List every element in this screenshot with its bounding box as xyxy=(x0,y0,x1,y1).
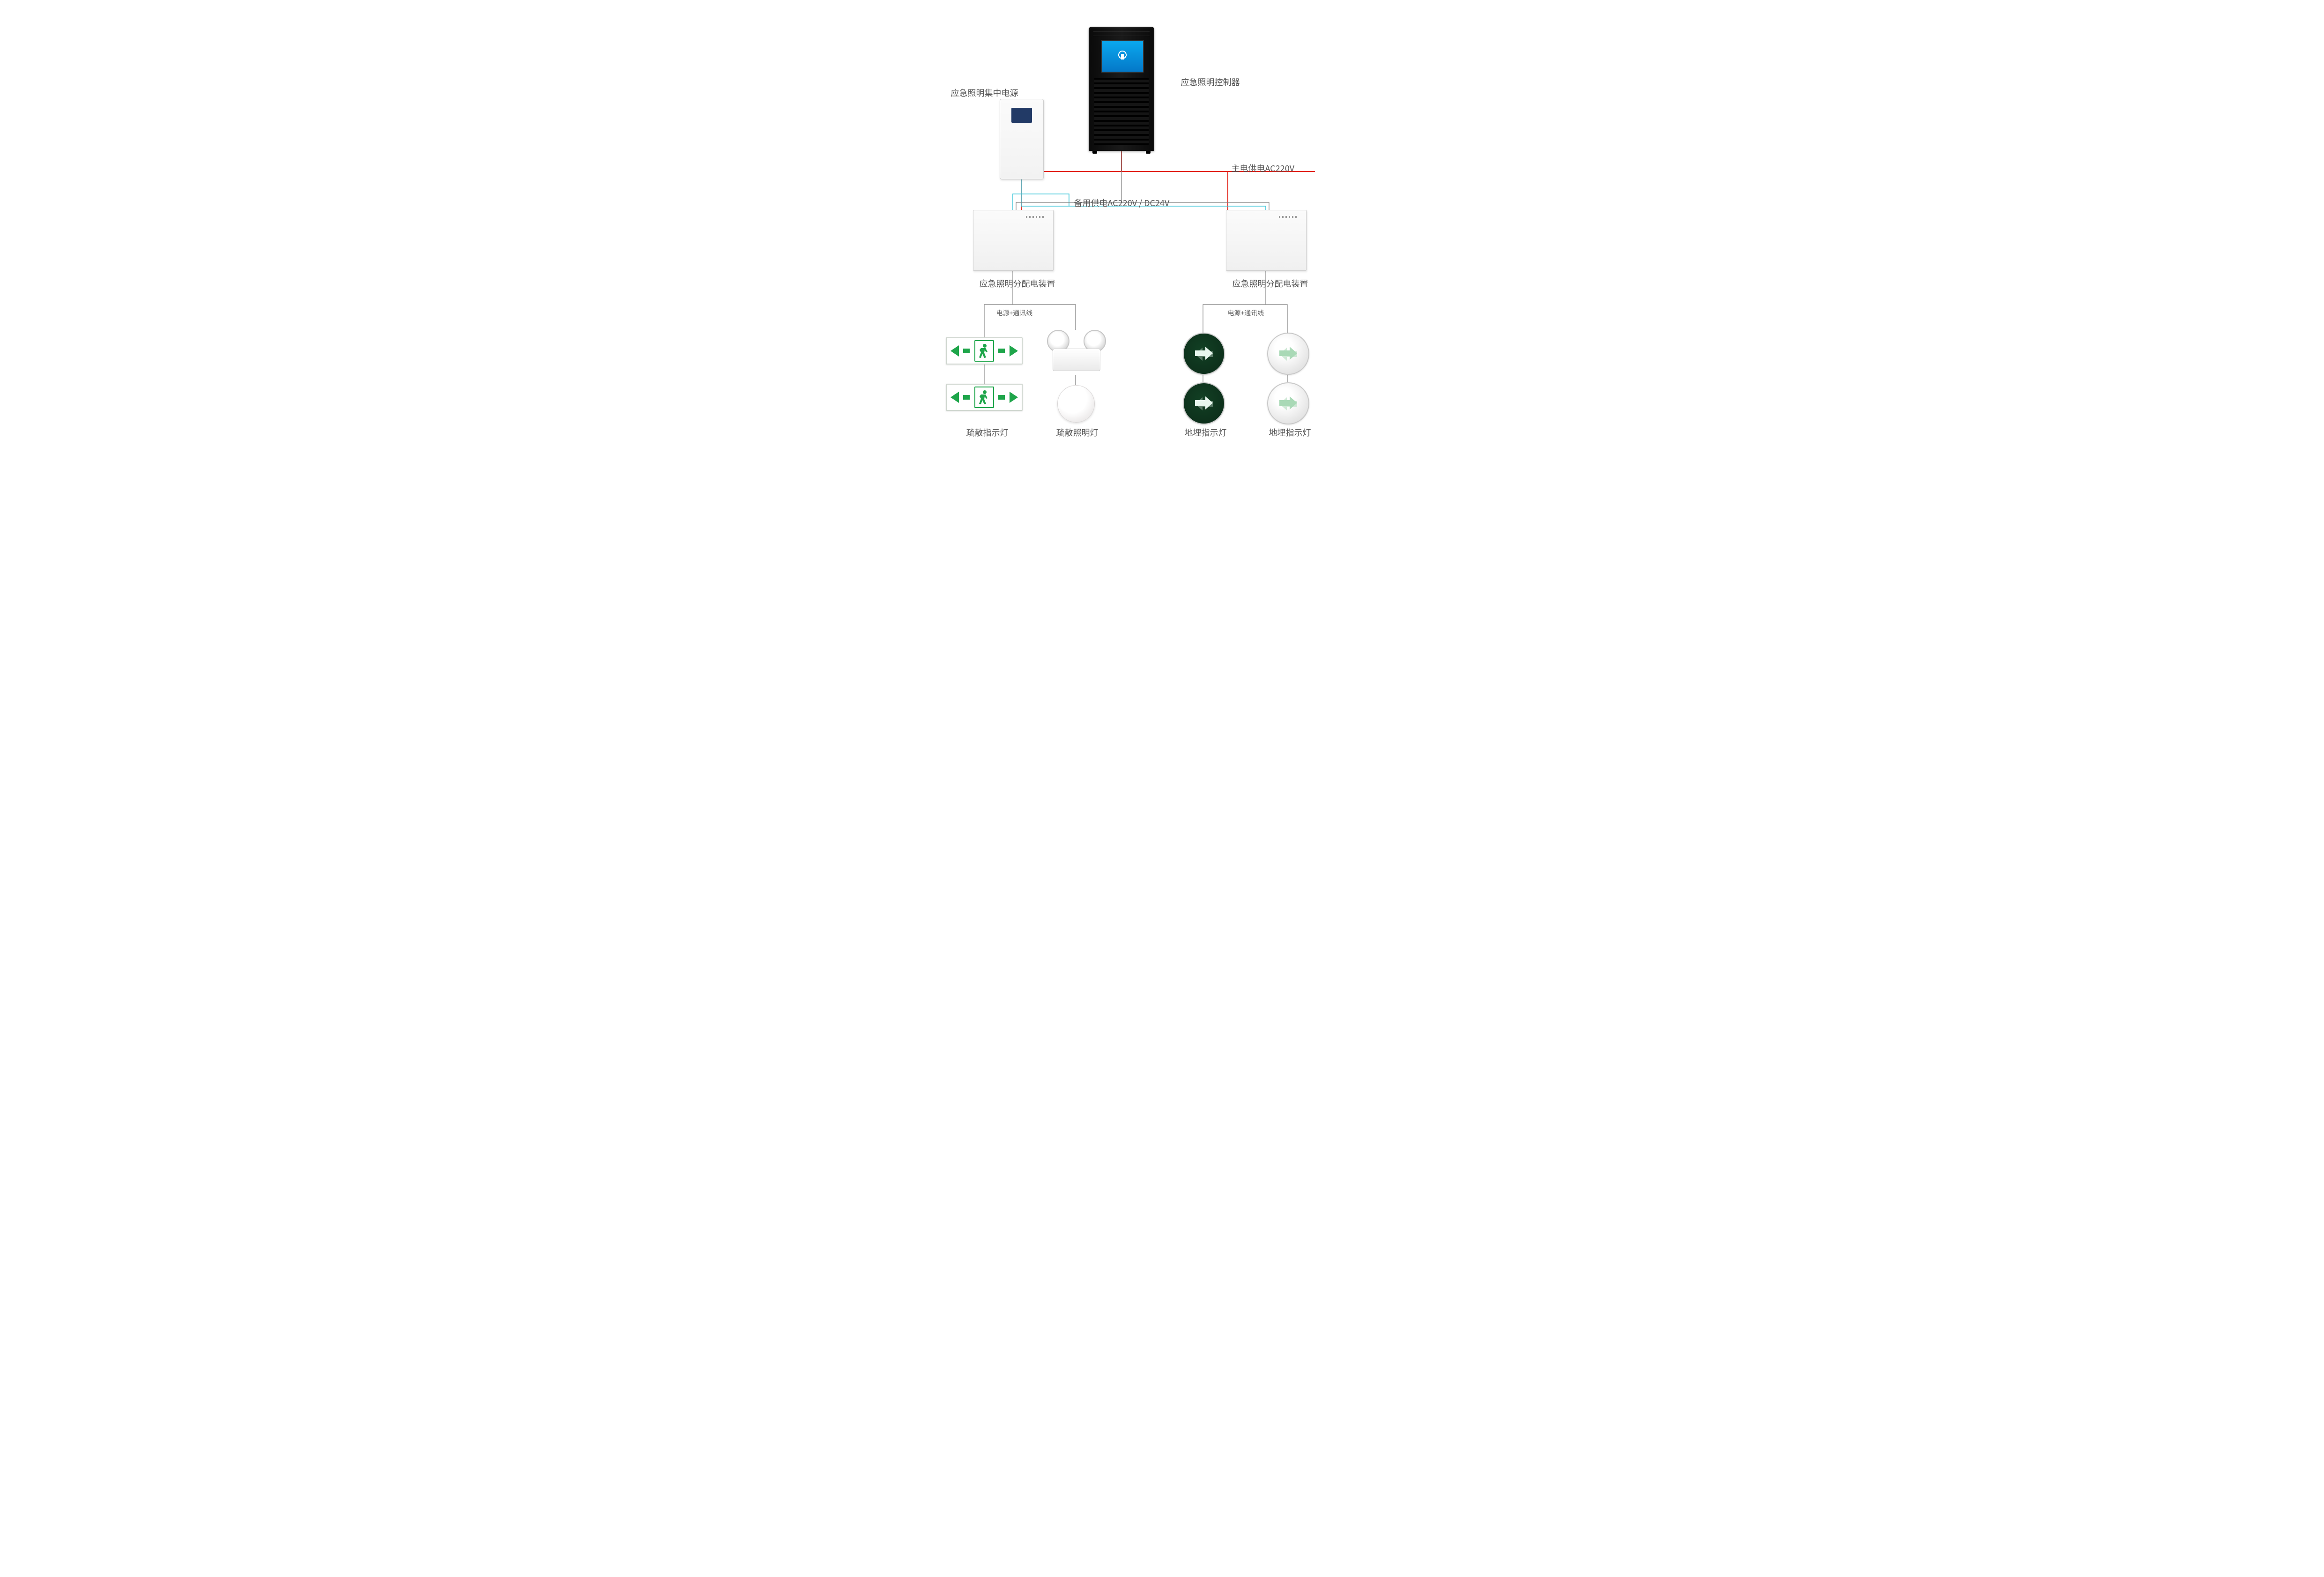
label-main-power: 主电供电AC220V xyxy=(1232,162,1295,174)
twin-head-lamp xyxy=(1046,330,1107,375)
exit-sign-1 xyxy=(946,337,1023,364)
diagram-canvas: 应急照明控制器 应急照明集中电源 主电供电AC220V 备用供电AC220V /… xyxy=(814,0,1511,473)
wiring-layer xyxy=(814,0,1511,473)
floor-indicator-steel-2 xyxy=(1267,382,1309,424)
label-evac-sign: 疏散指示灯 xyxy=(966,426,1009,439)
label-floor-right: 地埋指示灯 xyxy=(1269,426,1311,439)
label-backup-power: 备用供电AC220V / DC24V xyxy=(1074,197,1170,209)
distribution-box-left xyxy=(973,210,1054,271)
label-conn-right: 电源+通讯线 xyxy=(1228,308,1264,318)
label-conn-left: 电源+通讯线 xyxy=(996,308,1033,318)
label-floor-left: 地埋指示灯 xyxy=(1185,426,1227,439)
floor-indicator-green-2 xyxy=(1183,382,1225,424)
exit-sign-2 xyxy=(946,384,1023,411)
floor-indicator-steel-1 xyxy=(1267,333,1309,375)
label-controller: 应急照明控制器 xyxy=(1181,76,1240,88)
label-evac-lamp: 疏散照明灯 xyxy=(1056,426,1099,439)
ceiling-disc-lamp xyxy=(1057,385,1095,423)
distribution-box-right xyxy=(1226,210,1307,271)
label-dist-right: 应急照明分配电装置 xyxy=(1233,277,1308,290)
floor-indicator-green-1 xyxy=(1183,333,1225,375)
rack-screen xyxy=(1101,40,1144,73)
label-central-power: 应急照明集中电源 xyxy=(951,87,1018,99)
central-power-unit xyxy=(1000,99,1044,179)
label-dist-left: 应急照明分配电装置 xyxy=(980,277,1055,290)
controller-rack xyxy=(1089,27,1154,151)
